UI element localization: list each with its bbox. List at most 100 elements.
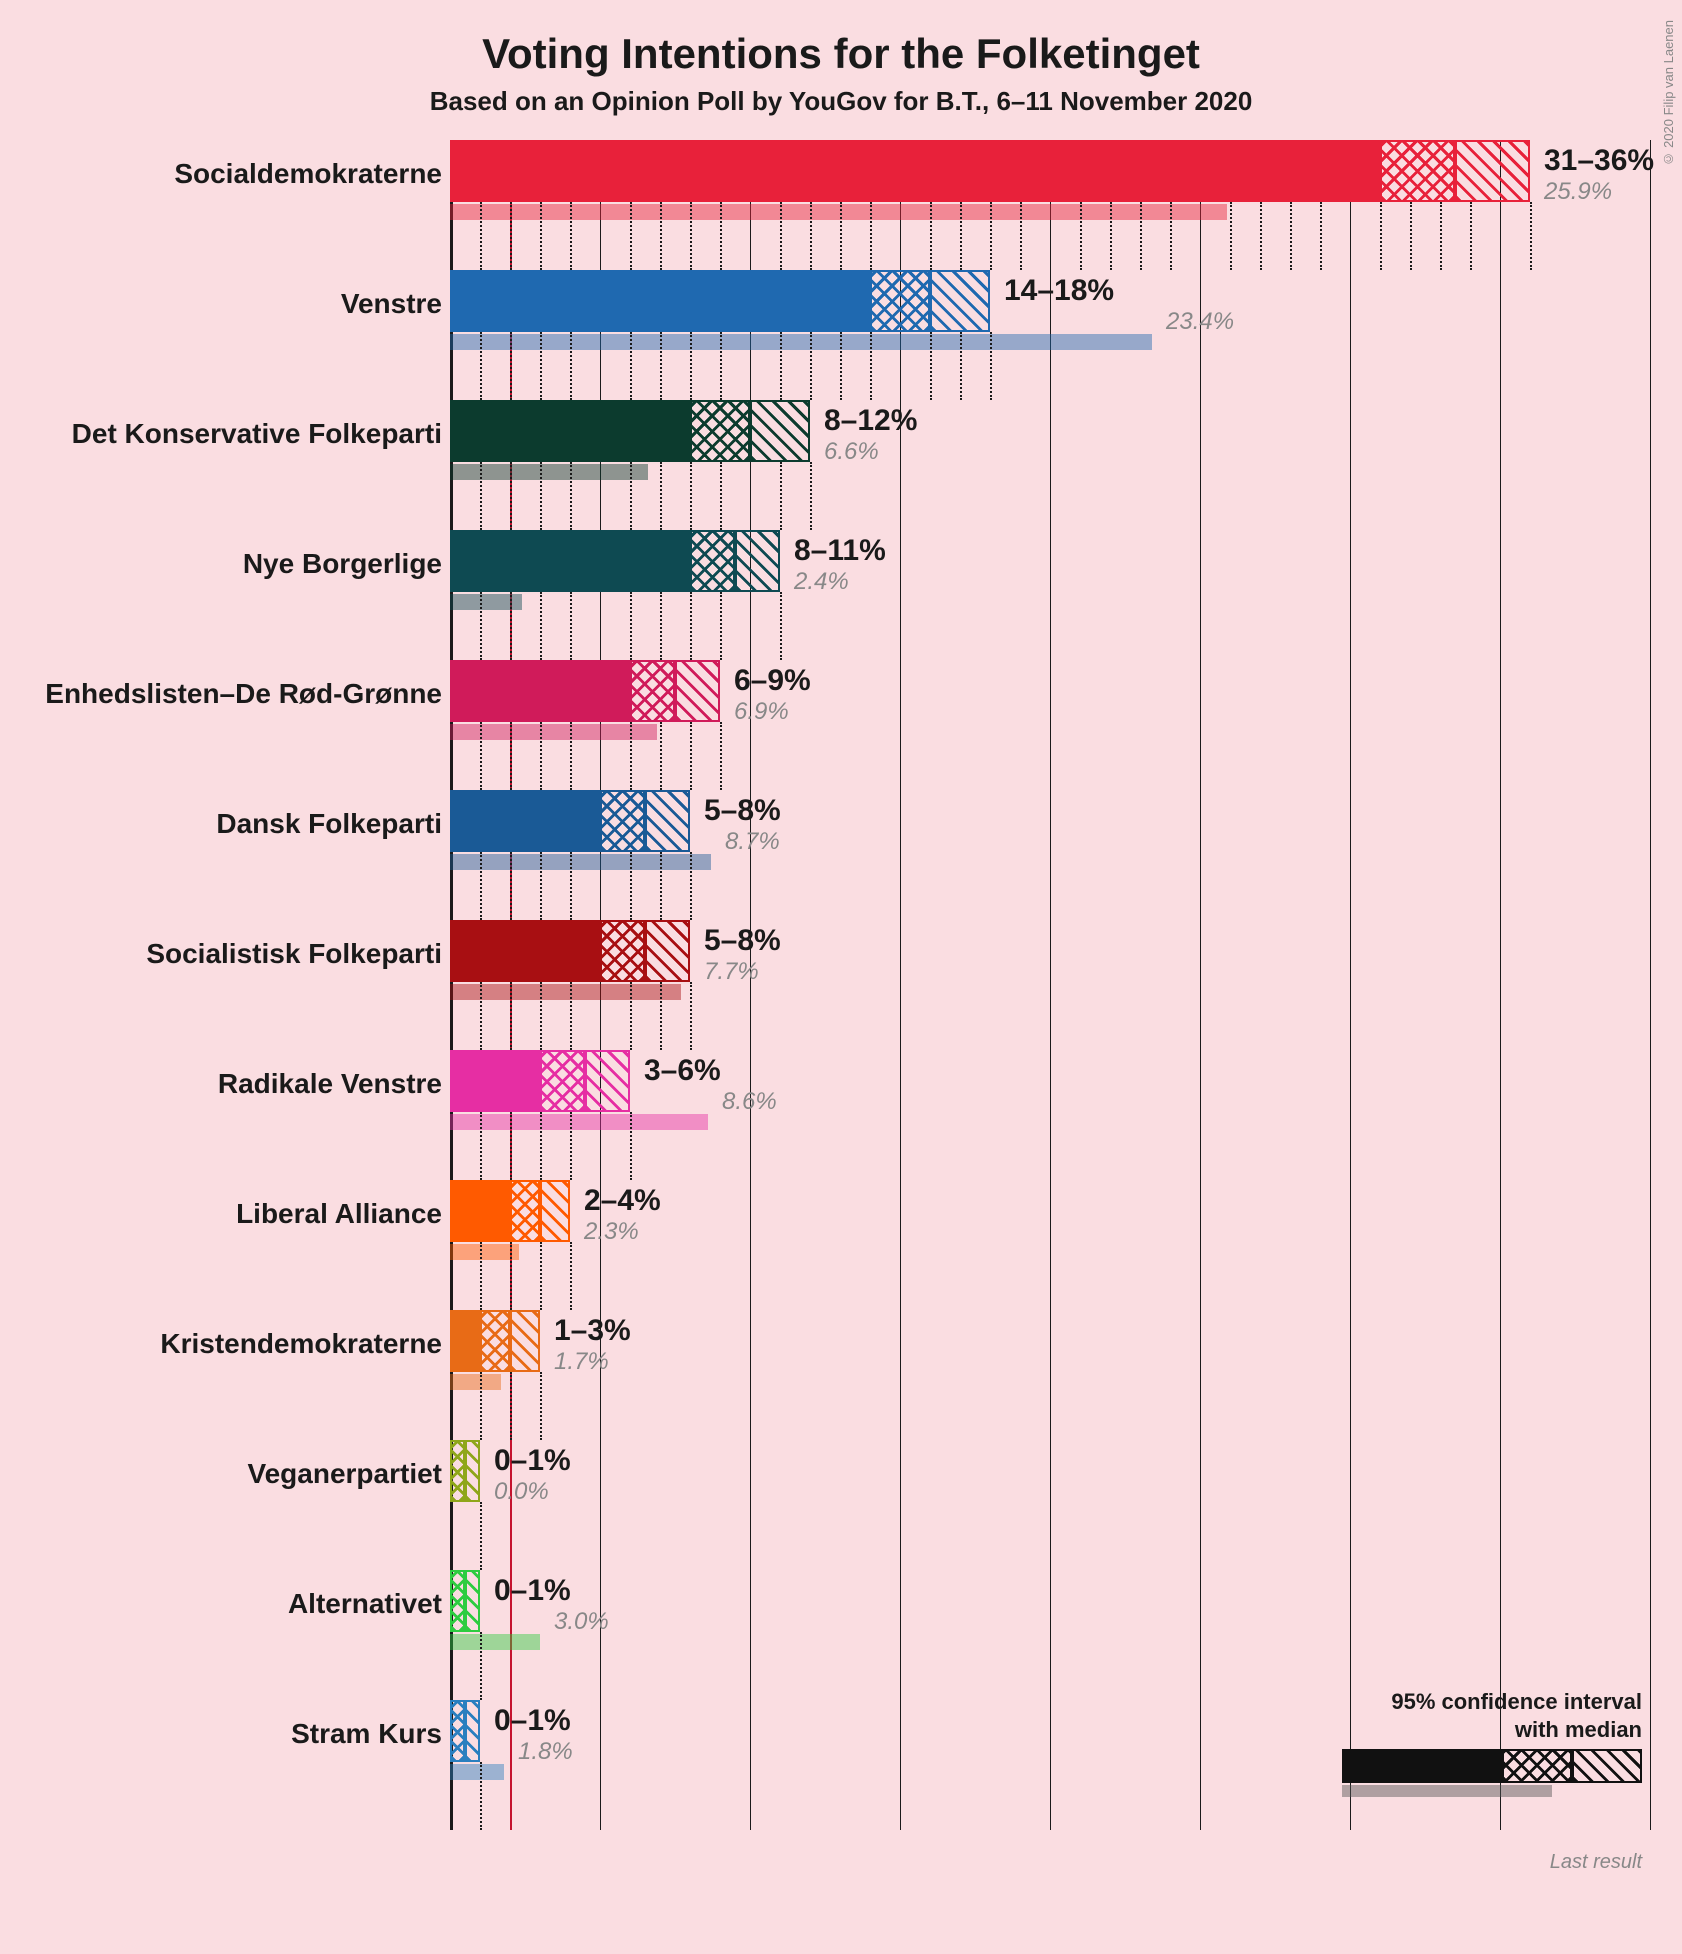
ci-crosshatch-bar xyxy=(600,790,645,852)
dotline xyxy=(480,332,482,400)
dotline xyxy=(1230,202,1232,270)
ci-crosshatch-bar xyxy=(540,1050,585,1112)
ci-crosshatch-bar xyxy=(870,270,930,332)
ci-diag-bar xyxy=(645,920,690,982)
range-label: 8–12% xyxy=(824,404,917,438)
party-row: Nye Borgerlige8–11%2.4% xyxy=(0,530,1682,630)
dotline xyxy=(720,722,722,790)
dotline xyxy=(690,332,692,400)
dotline xyxy=(660,462,662,530)
dotline xyxy=(720,592,722,660)
last-result-label: 2.4% xyxy=(794,568,849,596)
ci-crosshatch-bar xyxy=(450,1570,465,1632)
last-result-bar xyxy=(450,1374,501,1390)
last-result-label: 25.9% xyxy=(1544,178,1612,206)
ci-solid-bar xyxy=(450,1180,510,1242)
dotline xyxy=(660,332,662,400)
dotline xyxy=(990,332,992,400)
dotline xyxy=(510,982,512,1050)
dotline xyxy=(570,1112,572,1180)
ci-crosshatch-bar xyxy=(450,1440,465,1502)
ci-diag-bar xyxy=(465,1570,480,1632)
chart-title: Voting Intentions for the Folketinget xyxy=(0,0,1682,78)
dotline xyxy=(540,1112,542,1180)
dotline xyxy=(510,592,512,660)
dotline xyxy=(1140,202,1142,270)
party-row: Alternativet0–1%3.0% xyxy=(0,1570,1682,1670)
ci-crosshatch-bar xyxy=(450,1700,465,1762)
dotline xyxy=(720,332,722,400)
dotline xyxy=(510,1372,512,1440)
ci-diag-bar xyxy=(465,1700,480,1762)
dotline xyxy=(810,462,812,530)
party-row: Kristendemokraterne1–3%1.7% xyxy=(0,1310,1682,1410)
legend-last-label: Last result xyxy=(1342,1851,1642,1874)
party-label: Stram Kurs xyxy=(291,1718,442,1750)
last-result-label: 1.7% xyxy=(554,1348,609,1376)
dotline xyxy=(630,462,632,530)
dotline xyxy=(480,1112,482,1180)
chart-subtitle: Based on an Opinion Poll by YouGov for B… xyxy=(0,86,1682,117)
ci-solid-bar xyxy=(450,660,630,722)
range-label: 6–9% xyxy=(734,664,811,698)
dotline xyxy=(570,852,572,920)
dotline xyxy=(540,462,542,530)
dotline xyxy=(1470,202,1472,270)
dotline xyxy=(780,332,782,400)
dotline xyxy=(720,202,722,270)
ci-diag-bar xyxy=(1455,140,1530,202)
last-result-bar xyxy=(450,334,1152,350)
legend-diag xyxy=(1572,1749,1642,1783)
last-result-bar xyxy=(450,1114,708,1130)
dotline xyxy=(570,592,572,660)
dotline xyxy=(780,592,782,660)
dotline xyxy=(510,202,512,270)
legend-solid xyxy=(1342,1749,1502,1783)
dotline xyxy=(690,722,692,790)
dotline xyxy=(990,202,992,270)
last-result-label: 7.7% xyxy=(704,958,759,986)
last-result-label: 1.8% xyxy=(518,1738,573,1766)
last-result-label: 3.0% xyxy=(554,1608,609,1636)
legend-last-bar xyxy=(1342,1785,1552,1797)
range-label: 0–1% xyxy=(494,1444,571,1478)
dotline xyxy=(540,592,542,660)
ci-solid-bar xyxy=(450,1310,480,1372)
ci-solid-bar xyxy=(450,920,600,982)
dotline xyxy=(1410,202,1412,270)
dotline xyxy=(1380,202,1382,270)
dotline xyxy=(630,202,632,270)
legend: 95% confidence intervalwith median Last … xyxy=(1342,1688,1642,1874)
dotline xyxy=(570,1242,572,1310)
dotline xyxy=(570,722,572,790)
ci-solid-bar xyxy=(450,1050,540,1112)
dotline xyxy=(810,332,812,400)
last-result-bar xyxy=(450,854,711,870)
dotline xyxy=(480,1502,482,1570)
dotline xyxy=(870,332,872,400)
party-label: Liberal Alliance xyxy=(236,1198,442,1230)
ci-solid-bar xyxy=(450,790,600,852)
dotline xyxy=(660,852,662,920)
dotline xyxy=(1530,202,1532,270)
party-label: Socialdemokraterne xyxy=(174,158,442,190)
dotline xyxy=(540,852,542,920)
ci-diag-bar xyxy=(930,270,990,332)
party-label: Enhedslisten–De Rød-Grønne xyxy=(45,678,442,710)
dotline xyxy=(630,332,632,400)
dotline xyxy=(540,722,542,790)
ci-diag-bar xyxy=(735,530,780,592)
dotline xyxy=(510,852,512,920)
dotline xyxy=(480,722,482,790)
dotline xyxy=(480,982,482,1050)
ci-crosshatch-bar xyxy=(1380,140,1455,202)
ci-crosshatch-bar xyxy=(690,400,750,462)
range-label: 0–1% xyxy=(494,1704,571,1738)
chart-area: Socialdemokraterne31–36%25.9%Venstre14–1… xyxy=(0,140,1682,1860)
dotline xyxy=(510,1112,512,1180)
dotline xyxy=(480,1762,482,1830)
last-result-bar xyxy=(450,984,681,1000)
range-label: 0–1% xyxy=(494,1574,571,1608)
dotline xyxy=(960,332,962,400)
last-result-label: 23.4% xyxy=(1166,308,1234,336)
